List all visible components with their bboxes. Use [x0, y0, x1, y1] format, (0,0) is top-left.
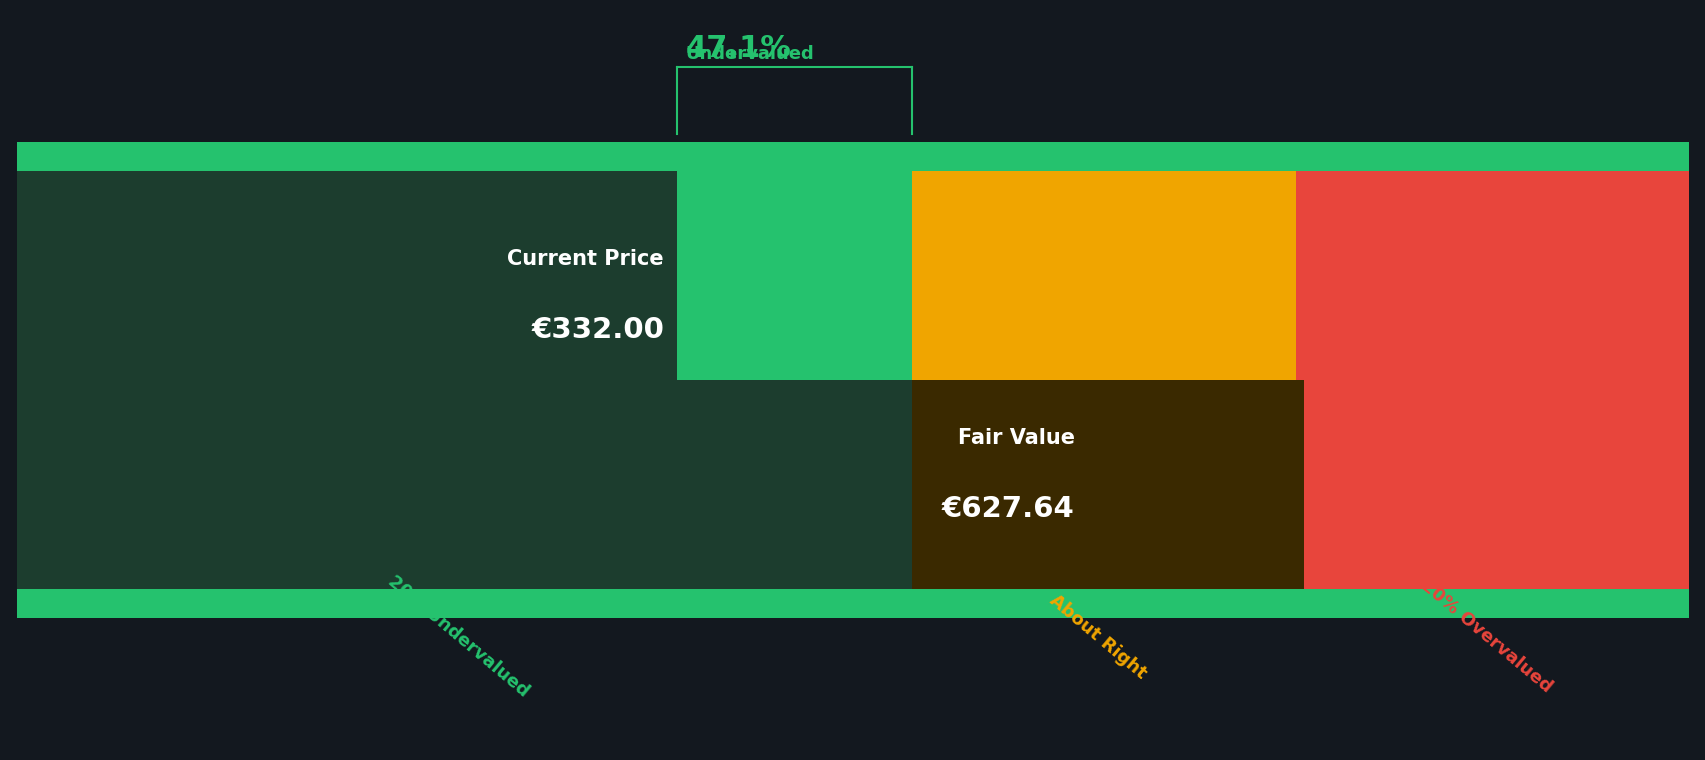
Text: €332.00: €332.00: [530, 316, 663, 344]
Text: Fair Value: Fair Value: [957, 429, 1074, 448]
Bar: [17, 588, 1688, 619]
Bar: [17, 141, 1688, 172]
Text: Current Price: Current Price: [506, 249, 663, 269]
Text: 20% Undervalued: 20% Undervalued: [384, 572, 532, 701]
Bar: [910, 172, 1296, 588]
Text: €627.64: €627.64: [941, 496, 1074, 524]
Bar: [910, 380, 1304, 588]
Text: About Right: About Right: [1045, 591, 1149, 682]
Text: 47.1%: 47.1%: [685, 34, 791, 64]
Bar: [17, 380, 910, 588]
Bar: [1296, 172, 1688, 588]
Bar: [17, 172, 910, 588]
Bar: [17, 172, 677, 380]
Text: 20% Overvalued: 20% Overvalued: [1417, 576, 1555, 696]
Text: Undervalued: Undervalued: [685, 24, 813, 64]
